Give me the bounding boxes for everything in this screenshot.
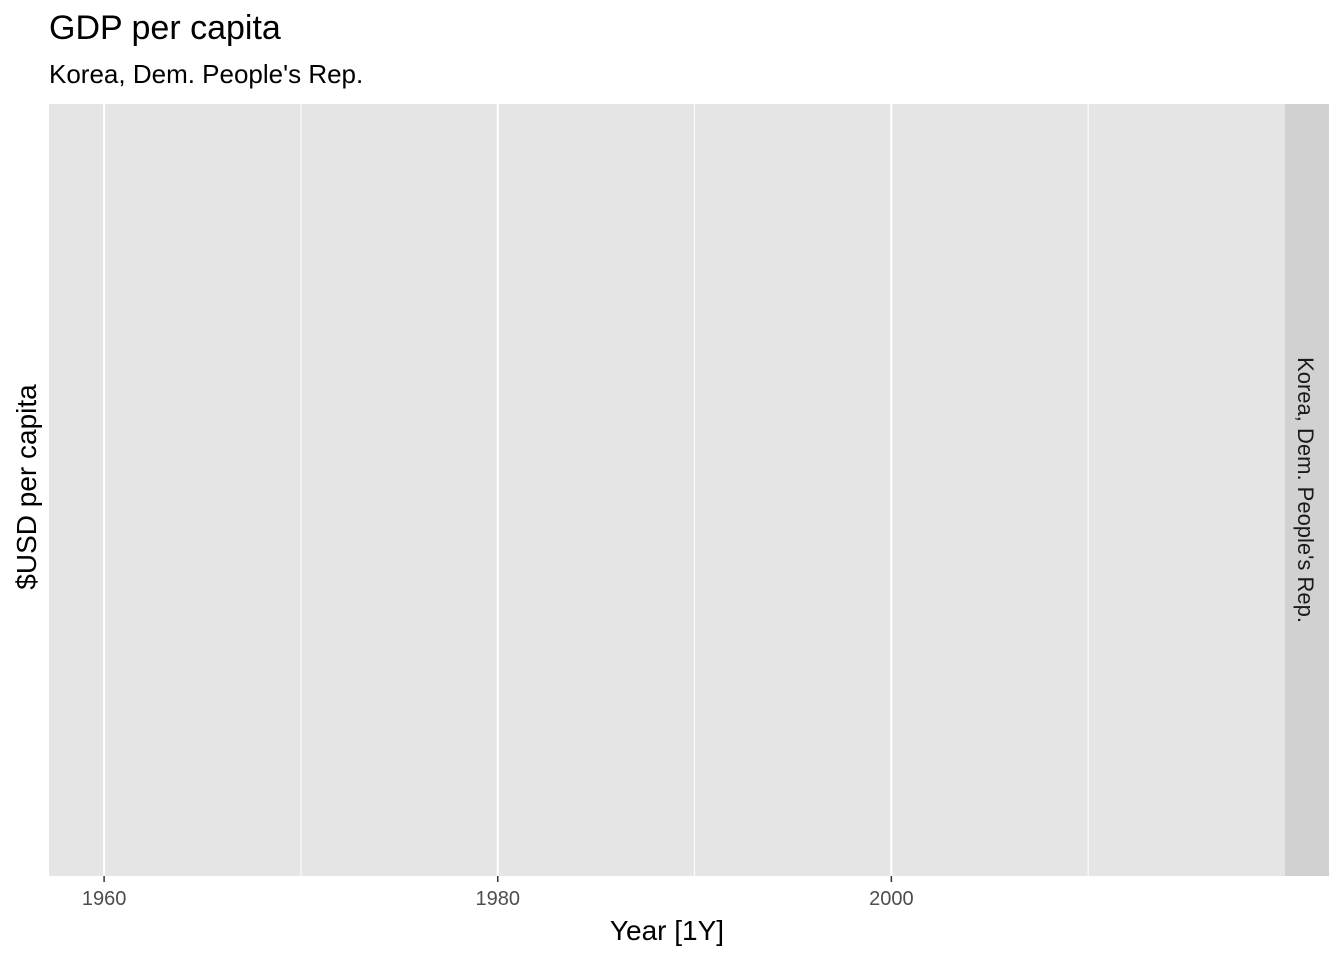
minor-gridlines (300, 104, 1089, 876)
major-gridlines (103, 104, 893, 876)
y-axis-title: $USD per capita (11, 384, 42, 590)
facet-strip-label: Korea, Dem. People's Rep. (1293, 357, 1318, 623)
plot-panel (49, 104, 1285, 876)
x-axis-tick-labels: 1960 1980 2000 (82, 888, 914, 910)
x-tick-label-1960: 1960 (82, 888, 127, 910)
x-tick-label-1980: 1980 (475, 888, 520, 910)
x-axis-ticks (103, 876, 893, 882)
x-tick-label-2000: 2000 (869, 888, 914, 910)
chart-subtitle: Korea, Dem. People's Rep. (49, 59, 364, 89)
x-axis-title: Year [1Y] (610, 915, 724, 946)
chart-title: GDP per capita (49, 9, 281, 47)
facet-strip (1285, 104, 1329, 876)
